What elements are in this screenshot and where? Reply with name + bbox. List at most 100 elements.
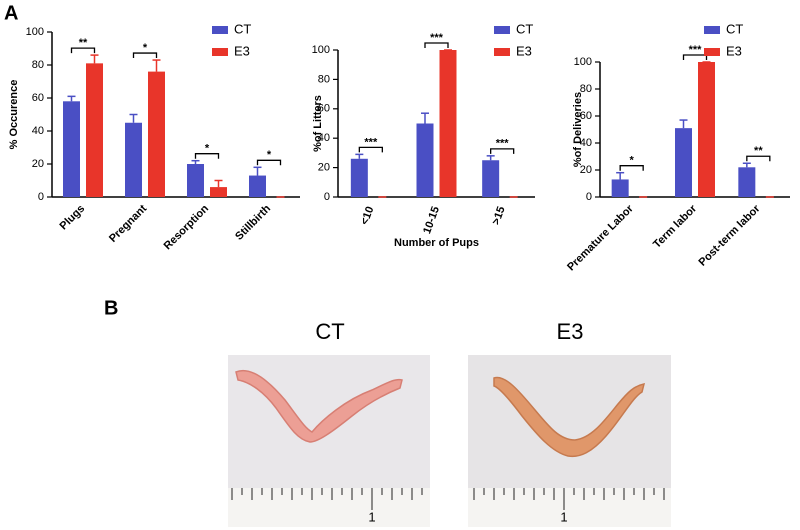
- significance-bracket: [194, 153, 220, 159]
- tissue: [235, 369, 403, 443]
- error-bar: [486, 155, 495, 161]
- tissue: [493, 376, 646, 458]
- legend-label: E3: [234, 43, 250, 58]
- y-tick-label: 40: [580, 137, 592, 149]
- error-bar: [90, 54, 99, 64]
- error-bar: [616, 171, 625, 180]
- error-bar: [152, 59, 161, 72]
- error-bar: [214, 179, 223, 188]
- y-tick-label: 40: [32, 125, 44, 137]
- y-tick-label: 100: [574, 56, 592, 68]
- photo-caption: CT: [315, 319, 344, 344]
- significance-bracket: [619, 165, 644, 171]
- significance-bracket: [746, 155, 771, 162]
- bar: [611, 179, 629, 197]
- legend-label: CT: [234, 21, 251, 36]
- significance-label: *: [630, 155, 635, 167]
- ruler: [468, 488, 671, 527]
- y-tick-label: 0: [586, 191, 592, 203]
- error-bar: [67, 95, 76, 102]
- significance-label: *: [205, 143, 210, 155]
- legend-label: CT: [726, 21, 743, 36]
- significance-label: *: [267, 149, 272, 161]
- significance-bracket: [358, 146, 383, 153]
- error-bar: [191, 159, 200, 164]
- x-tick-label: <10: [359, 205, 377, 227]
- bar: [210, 187, 227, 197]
- bar: [125, 122, 142, 197]
- error-bar: [129, 113, 138, 123]
- y-tick-label: 60: [32, 92, 44, 104]
- legend-swatch: [704, 26, 720, 34]
- bar: [675, 128, 692, 197]
- bar: [698, 62, 715, 197]
- significance-label: ***: [689, 44, 703, 56]
- ruler: [228, 488, 430, 527]
- significance-bracket: [682, 54, 708, 60]
- error-bar: [253, 166, 262, 176]
- bar: [187, 164, 204, 197]
- y-tick-label: 80: [318, 73, 330, 85]
- x-tick-label: Post-term labor: [697, 202, 763, 268]
- x-tick-label: Term labor: [651, 202, 700, 251]
- significance-bracket: [424, 42, 449, 48]
- bar: [350, 158, 368, 197]
- bar: [482, 160, 500, 197]
- y-tick-label: 100: [312, 44, 330, 56]
- significance-bracket: [490, 148, 515, 154]
- y-tick-label: 0: [324, 191, 330, 203]
- x-tick-label: Resorption: [162, 202, 212, 252]
- x-tick-label: 10-15: [421, 205, 442, 236]
- ruler-label: 1: [368, 509, 375, 524]
- significance-bracket: [70, 47, 96, 54]
- legend-swatch: [494, 26, 510, 34]
- bar: [63, 101, 80, 197]
- photo-caption: E3: [557, 319, 584, 344]
- legend-label: E3: [516, 43, 532, 58]
- photo: 1: [228, 355, 430, 527]
- x-tick-label: Premature Labor: [565, 202, 636, 273]
- significance-label: ***: [430, 32, 444, 44]
- y-tick-label: 40: [318, 132, 330, 144]
- x-tick-label: Plugs: [58, 203, 88, 233]
- ruler-label: 1: [560, 509, 567, 524]
- significance-label: ***: [364, 136, 378, 148]
- legend-swatch: [704, 48, 720, 56]
- legend-swatch: [494, 48, 510, 56]
- legend-label: CT: [516, 21, 533, 36]
- significance-bracket: [132, 52, 158, 59]
- x-tick-label: Pregnant: [107, 202, 149, 244]
- bar: [738, 167, 756, 197]
- y-axis-label: %of Litters: [312, 95, 324, 152]
- y-tick-label: 100: [26, 26, 44, 38]
- bar: [416, 123, 434, 197]
- significance-label: ***: [496, 138, 510, 150]
- panel-label: A: [4, 2, 18, 24]
- panel-label: B: [104, 297, 118, 319]
- bar: [249, 175, 266, 197]
- error-bar: [742, 162, 751, 168]
- y-tick-label: 80: [580, 83, 592, 95]
- bar: [86, 63, 103, 197]
- ruler-ticks: [231, 488, 423, 510]
- x-axis-label: Number of Pups: [394, 237, 479, 249]
- error-bar: [421, 112, 429, 124]
- y-tick-label: 0: [38, 191, 44, 203]
- error-bar: [355, 153, 364, 159]
- legend-label: E3: [726, 43, 742, 58]
- y-tick-label: 60: [318, 103, 330, 115]
- y-tick-label: 80: [32, 59, 44, 71]
- photo: 1: [468, 355, 671, 527]
- significance-label: *: [143, 42, 148, 54]
- x-tick-label: Stillbirth: [233, 202, 273, 242]
- y-tick-label: 20: [32, 158, 44, 170]
- significance-bracket: [256, 159, 282, 166]
- legend-swatch: [212, 48, 228, 56]
- significance-label: **: [754, 145, 763, 157]
- bar: [148, 71, 165, 197]
- x-tick-label: >15: [490, 205, 508, 227]
- ruler-ticks: [473, 488, 665, 510]
- bar: [439, 50, 457, 197]
- y-tick-label: 20: [318, 162, 330, 174]
